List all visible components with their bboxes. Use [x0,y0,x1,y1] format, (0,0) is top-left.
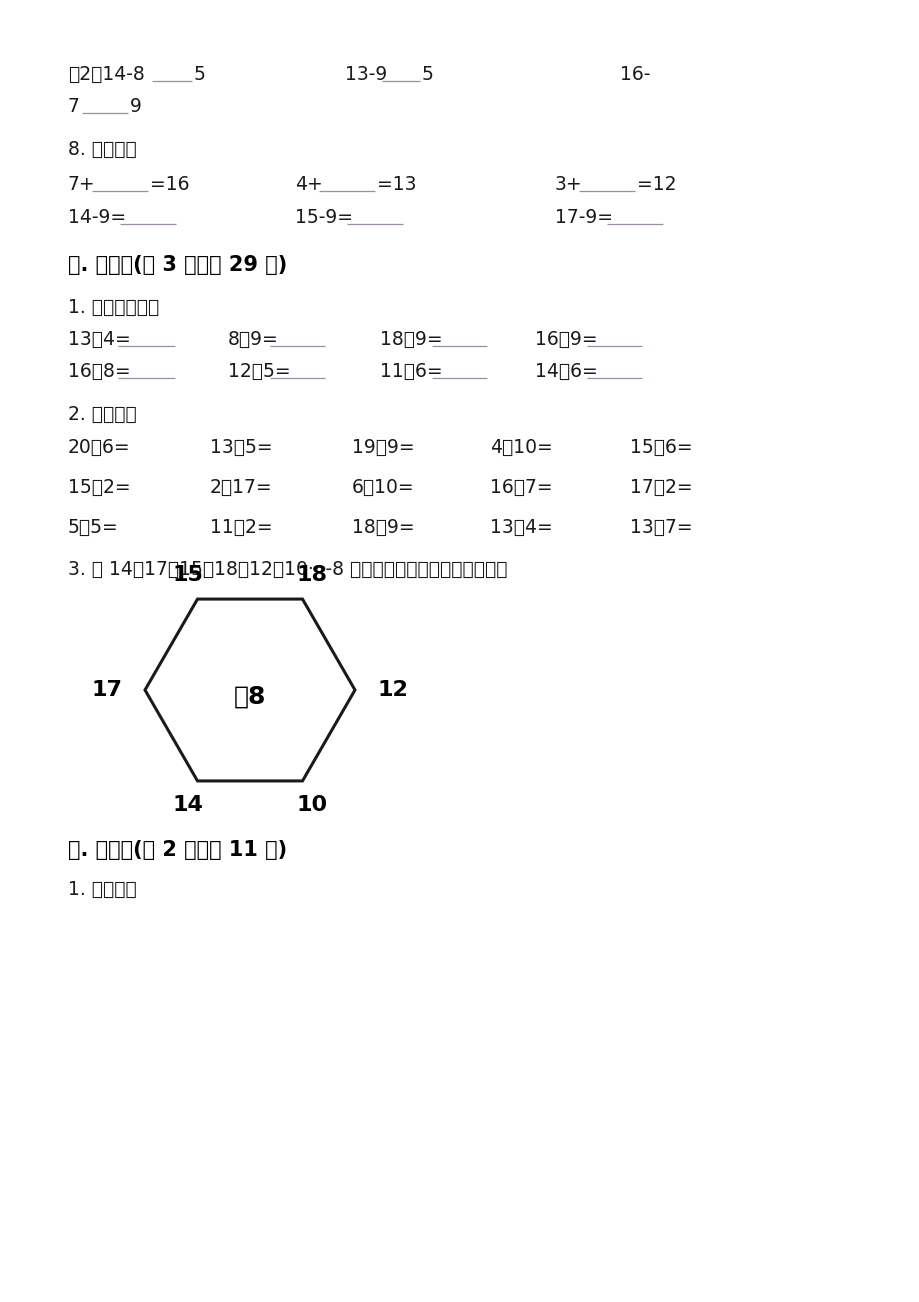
Text: 11＋2=: 11＋2= [210,518,272,536]
Text: =13: =13 [377,174,416,194]
Text: 14-9=: 14-9= [68,208,126,227]
Text: （2）14-8: （2）14-8 [68,65,144,85]
Text: 4+: 4+ [295,174,323,194]
Text: 11－6=: 11－6= [380,362,442,381]
Text: 20－6=: 20－6= [68,437,130,457]
Text: =16: =16 [150,174,189,194]
Text: 18－9=: 18－9= [352,518,414,536]
Text: 7: 7 [68,98,80,116]
Text: 2＋17=: 2＋17= [210,478,272,497]
Text: 17-9=: 17-9= [554,208,612,227]
Text: 12: 12 [377,680,408,700]
Text: 7+: 7+ [68,174,96,194]
Text: 1. 直接写得数。: 1. 直接写得数。 [68,298,159,316]
Text: 19－9=: 19－9= [352,437,414,457]
Text: 13-9: 13-9 [345,65,387,85]
Text: 1. 找朋友。: 1. 找朋友。 [68,880,137,898]
Text: 16－9=: 16－9= [535,329,597,349]
Text: 15: 15 [173,565,203,585]
Text: 四. 计算题(共 3 题，共 29 分): 四. 计算题(共 3 题，共 29 分) [68,255,287,275]
Text: 18－9=: 18－9= [380,329,442,349]
Text: 5＋5=: 5＋5= [68,518,119,536]
Text: 13＋5=: 13＋5= [210,437,272,457]
Text: 5: 5 [422,65,434,85]
Text: 17: 17 [91,680,122,700]
Text: 13＋7=: 13＋7= [630,518,692,536]
Text: 13＋4=: 13＋4= [490,518,552,536]
Text: 6＋10=: 6＋10= [352,478,414,497]
Text: 17－2=: 17－2= [630,478,692,497]
Text: 8. 填得数。: 8. 填得数。 [68,141,137,159]
Text: 12－5=: 12－5= [228,362,290,381]
Text: 15＋2=: 15＋2= [68,478,130,497]
Text: 10: 10 [296,796,327,815]
Text: 4＋10=: 4＋10= [490,437,552,457]
Text: =12: =12 [636,174,675,194]
Text: 2. 算一算。: 2. 算一算。 [68,405,137,424]
Text: 16－8=: 16－8= [68,362,130,381]
Text: 3. 按 14、17、15、18、12、10···-8 的顺序，先说得数，再写算式。: 3. 按 14、17、15、18、12、10···-8 的顺序，先说得数，再写算… [68,560,507,579]
Text: 15-9=: 15-9= [295,208,353,227]
Text: 5: 5 [194,65,206,85]
Text: 14: 14 [173,796,203,815]
Text: 13－4=: 13－4= [68,329,130,349]
Text: 15－6=: 15－6= [630,437,692,457]
Text: 五. 作图题(共 2 题，共 11 分): 五. 作图题(共 2 题，共 11 分) [68,840,287,861]
Text: －8: －8 [233,685,266,710]
Text: 8＋9=: 8＋9= [228,329,278,349]
Text: 16-: 16- [619,65,650,85]
Text: 14－6=: 14－6= [535,362,597,381]
Text: 9: 9 [130,98,142,116]
Text: 18: 18 [296,565,327,585]
Text: 3+: 3+ [554,174,582,194]
Text: 16－7=: 16－7= [490,478,552,497]
